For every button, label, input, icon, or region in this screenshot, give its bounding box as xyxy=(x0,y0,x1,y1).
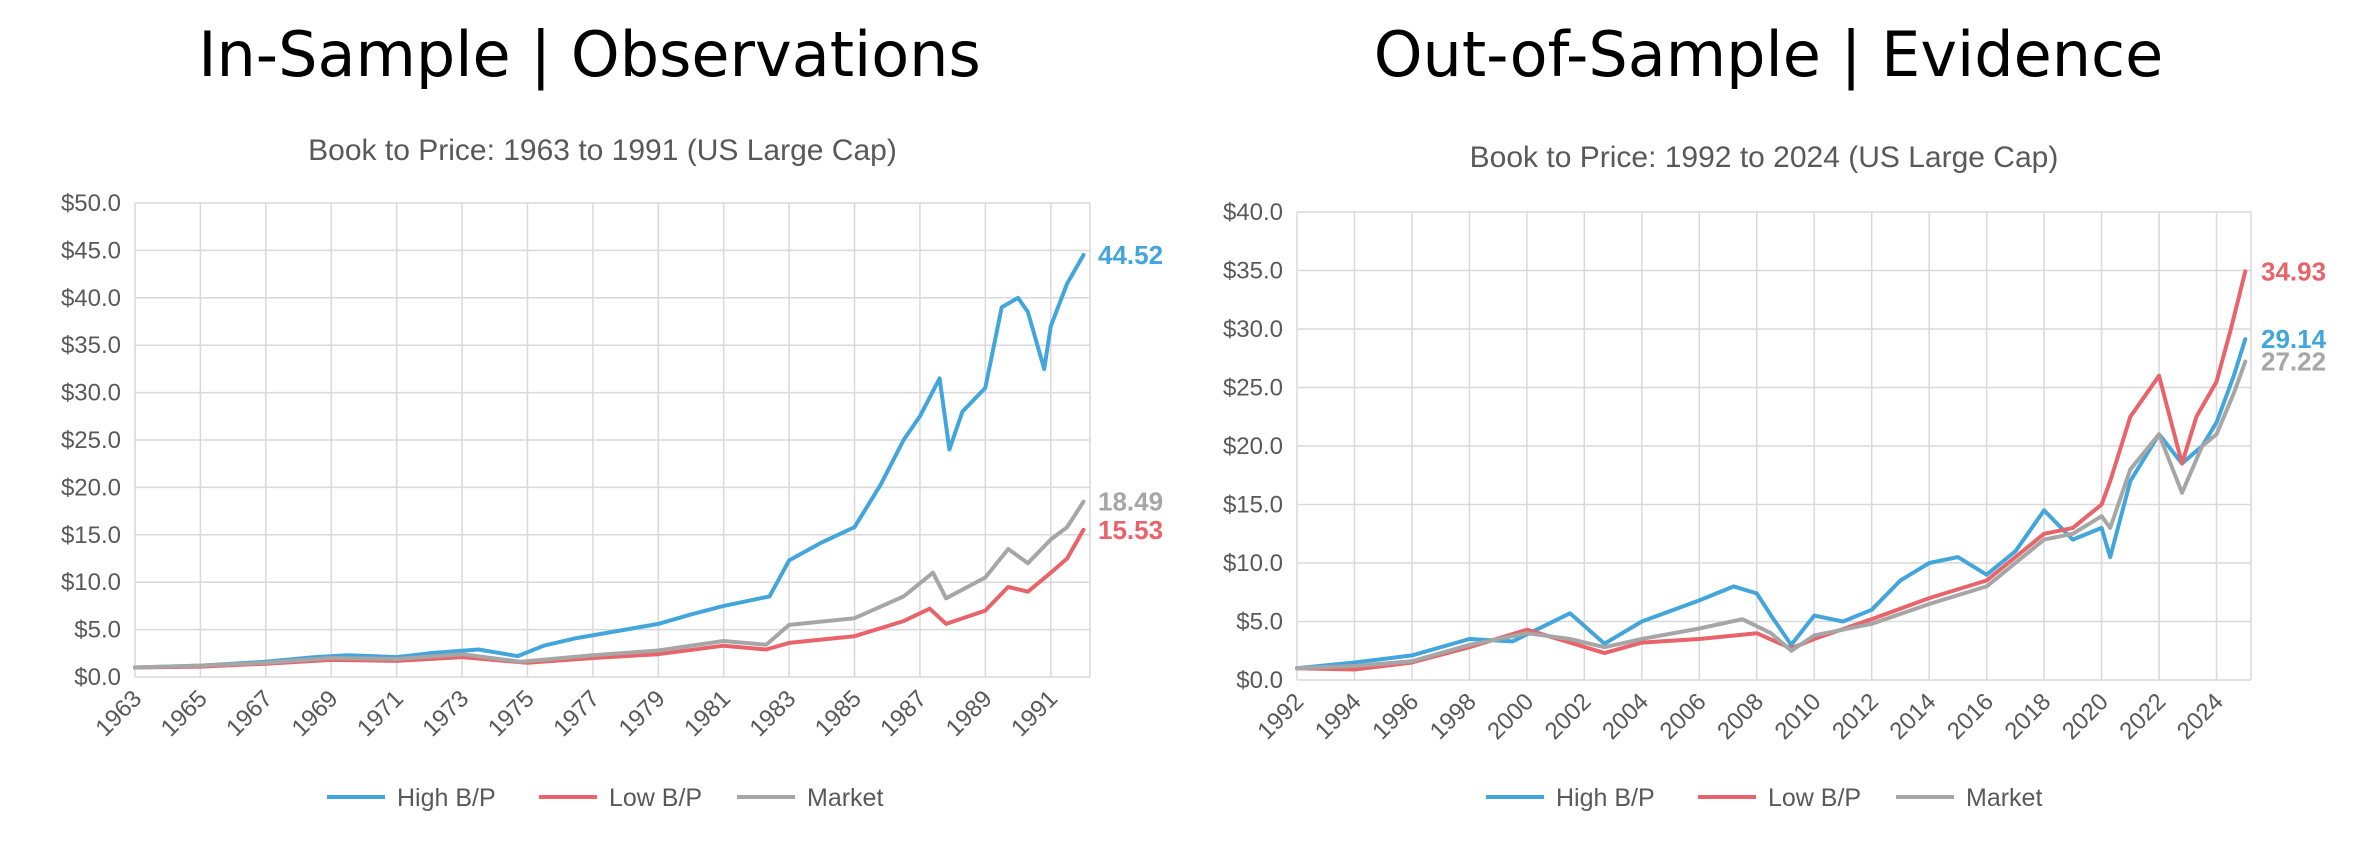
panel-heading: Out-of-Sample | Evidence xyxy=(1373,18,2164,91)
legend-entry: Low B/P xyxy=(609,784,702,812)
y-tick-label: $15.0 xyxy=(1223,492,1283,519)
x-tick-label: 2002 xyxy=(1540,688,1597,745)
x-tick-label: 1977 xyxy=(548,685,605,742)
x-tick-label: 1967 xyxy=(221,685,278,742)
y-tick-label: $20.0 xyxy=(1223,433,1283,460)
y-tick-label: $0.0 xyxy=(1236,667,1283,694)
chart-title: Book to Price: 1992 to 2024 (US Large Ca… xyxy=(1470,141,2059,174)
y-tick-label: $30.0 xyxy=(61,380,121,407)
legend-entry: High B/P xyxy=(1556,784,1655,812)
market-series-line xyxy=(133,499,1086,670)
x-tick-label: 1998 xyxy=(1425,688,1482,745)
x-tick-label: 1965 xyxy=(156,685,213,742)
y-tick-label: $15.0 xyxy=(61,522,121,549)
high-b-p-series-line xyxy=(133,253,1086,670)
low-b-p-end-label: 34.93 xyxy=(2261,256,2326,286)
y-tick-label: $45.0 xyxy=(61,237,121,264)
x-tick-label: 1994 xyxy=(1310,688,1367,745)
x-tick-label: 2004 xyxy=(1597,688,1654,745)
x-tick-label: 1969 xyxy=(287,685,344,742)
legend-entry: Low B/P xyxy=(1768,784,1861,812)
y-tick-label: $10.0 xyxy=(61,569,121,596)
high-b-p-series-line xyxy=(1295,337,2248,671)
legend-entry: Market xyxy=(1966,784,2042,812)
y-tick-label: $35.0 xyxy=(61,332,121,359)
right-panel: Out-of-Sample | Evidence Book to Price: … xyxy=(1179,0,2358,842)
x-tick-label: 1973 xyxy=(417,685,474,742)
panel-heading: In-Sample | Observations xyxy=(198,18,981,91)
x-tick-label: 1979 xyxy=(614,685,671,742)
x-tick-label: 1963 xyxy=(90,685,147,742)
y-tick-label: $30.0 xyxy=(1223,316,1283,343)
high-b-p-end-label: 44.52 xyxy=(1098,240,1163,270)
y-tick-label: $35.0 xyxy=(1223,258,1283,285)
x-tick-label: 1989 xyxy=(941,685,998,742)
x-tick-label: 1981 xyxy=(679,685,736,742)
x-tick-label: 2014 xyxy=(1885,688,1942,745)
market-series-line xyxy=(1295,359,2248,671)
x-tick-label: 1971 xyxy=(352,685,409,742)
y-tick-label: $5.0 xyxy=(1236,609,1283,636)
x-tick-label: 2012 xyxy=(1827,688,1884,745)
left-panel: In-Sample | Observations Book to Price: … xyxy=(61,18,1163,812)
chart-title: Book to Price: 1963 to 1991 (US Large Ca… xyxy=(308,134,897,167)
x-tick-label: 1975 xyxy=(483,685,540,742)
x-tick-label: 2000 xyxy=(1482,688,1539,745)
x-tick-label: 2020 xyxy=(2057,688,2114,745)
y-tick-label: $25.0 xyxy=(1223,375,1283,402)
y-tick-label: $0.0 xyxy=(74,664,121,691)
legend-entry: Market xyxy=(807,784,883,812)
y-tick-label: $50.0 xyxy=(61,190,121,217)
in-sample-chart: Book to Price: 1963 to 1991 (US Large Ca… xyxy=(61,134,1163,812)
y-tick-label: $40.0 xyxy=(61,285,121,312)
market-end-label: 18.49 xyxy=(1098,487,1163,517)
low-b-p-series-line xyxy=(1295,269,2248,672)
x-tick-label: 2010 xyxy=(1770,688,1827,745)
x-tick-label: 1983 xyxy=(745,685,802,742)
y-tick-label: $20.0 xyxy=(61,474,121,501)
y-tick-label: $5.0 xyxy=(74,617,121,644)
x-tick-label: 2006 xyxy=(1655,688,1712,745)
x-tick-label: 2018 xyxy=(2000,688,2057,745)
out-of-sample-chart: Book to Price: 1992 to 2024 (US Large Ca… xyxy=(1223,141,2327,812)
y-tick-label: $25.0 xyxy=(61,427,121,454)
x-tick-label: 2008 xyxy=(1712,688,1769,745)
legend-entry: High B/P xyxy=(397,784,496,812)
x-tick-label: 1996 xyxy=(1367,688,1424,745)
high-b-p-end-label: 29.14 xyxy=(2261,324,2327,354)
x-tick-label: 1991 xyxy=(1006,685,1063,742)
low-b-p-series-line xyxy=(133,527,1086,670)
x-tick-label: 2024 xyxy=(2172,688,2229,745)
x-tick-label: 2016 xyxy=(1942,688,1999,745)
market-end-label: 27.22 xyxy=(2261,347,2326,377)
y-tick-label: $40.0 xyxy=(1223,199,1283,226)
x-tick-label: 1985 xyxy=(810,685,867,742)
x-tick-label: 1992 xyxy=(1252,688,1309,745)
x-tick-label: 1987 xyxy=(875,685,932,742)
x-tick-label: 2022 xyxy=(2114,688,2171,745)
low-b-p-end-label: 15.53 xyxy=(1098,515,1163,545)
y-tick-label: $10.0 xyxy=(1223,550,1283,577)
